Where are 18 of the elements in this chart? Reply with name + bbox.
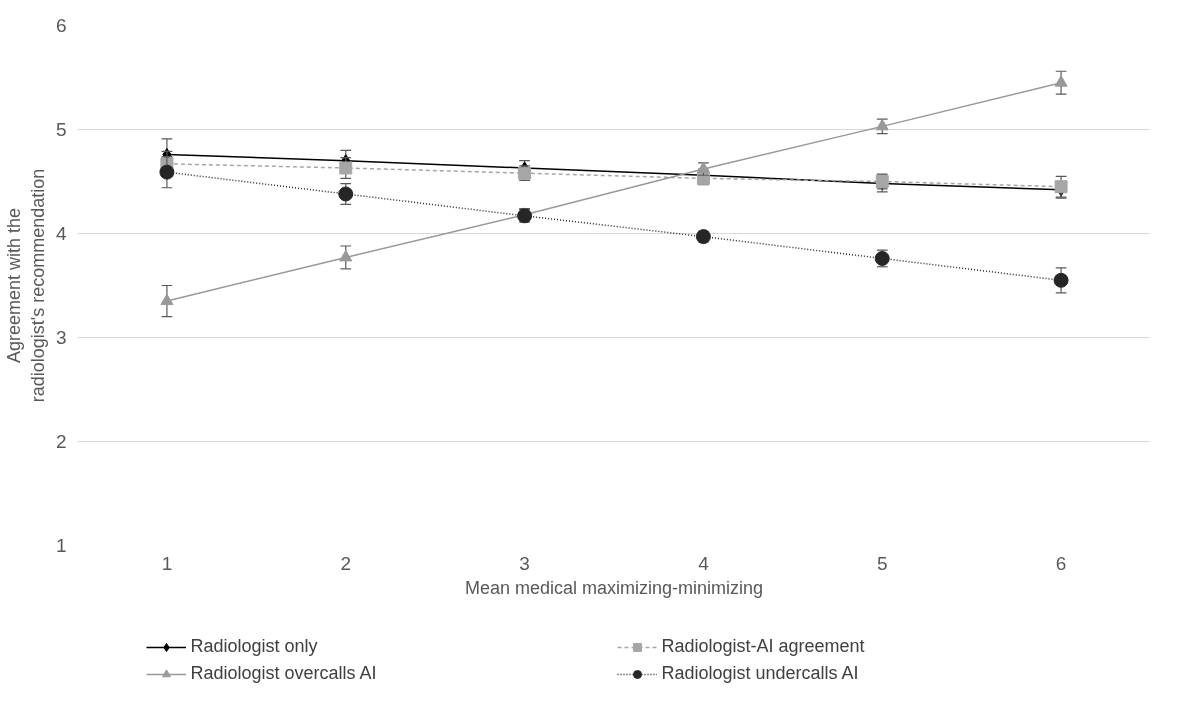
y-tick-label: 4	[55, 223, 67, 244]
x-tick-label: 1	[161, 552, 173, 574]
x-tick-label: 4	[698, 552, 710, 574]
legend-label: Radiologist undercalls AI	[661, 663, 860, 684]
y-tick-label: 5	[55, 119, 67, 140]
y-tick-label: 2	[55, 431, 67, 452]
x-tick-label: 3	[519, 552, 530, 574]
x-tick-label: 2	[340, 552, 352, 574]
legend-label: Radiologist overcalls AI	[190, 663, 378, 684]
x-tick-label: 6	[1055, 552, 1067, 574]
x-axis-title: Mean medical maximizing-minimizing	[464, 577, 764, 598]
y-tick-label: 3	[55, 327, 67, 348]
x-tick-label: 5	[876, 552, 888, 574]
y-axis-title: Agreement with the radiologist's recommendation	[3, 168, 48, 403]
legend-label: Radiologist-AI agreement	[661, 636, 866, 657]
y-tick-label: 1	[55, 535, 67, 556]
legend-label: Radiologist only	[190, 636, 319, 657]
y-tick-label: 6	[55, 15, 67, 36]
